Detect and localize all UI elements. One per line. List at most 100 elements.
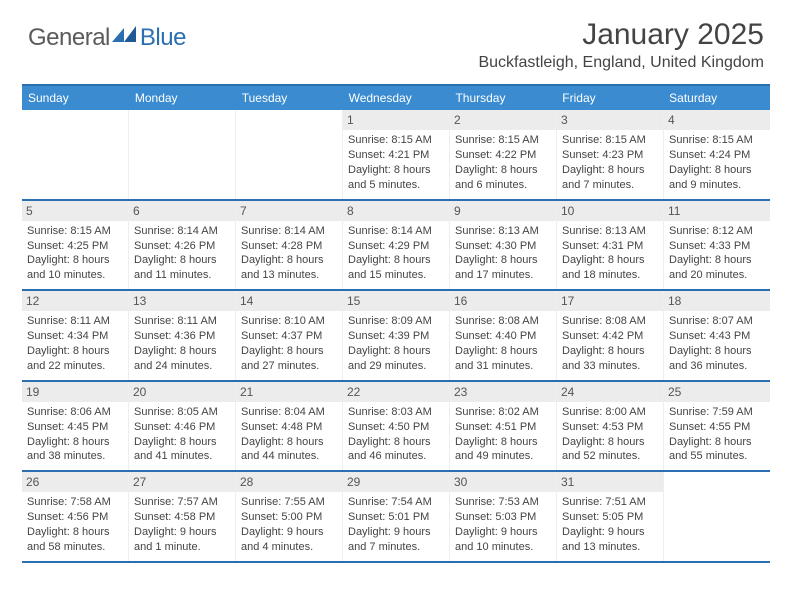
day-cell: 18Sunrise: 8:07 AMSunset: 4:43 PMDayligh… bbox=[664, 291, 770, 380]
week-row: 26Sunrise: 7:58 AMSunset: 4:56 PMDayligh… bbox=[22, 472, 770, 563]
day-cell: 5Sunrise: 8:15 AMSunset: 4:25 PMDaylight… bbox=[22, 201, 129, 290]
daylight-line: Daylight: 8 hours and 17 minutes. bbox=[455, 253, 551, 283]
day-cell: 23Sunrise: 8:02 AMSunset: 4:51 PMDayligh… bbox=[450, 382, 557, 471]
sunrise-line: Sunrise: 8:15 AM bbox=[562, 133, 658, 148]
day-number: 21 bbox=[236, 382, 342, 402]
brand-part2: Blue bbox=[140, 24, 186, 52]
day-cell: 22Sunrise: 8:03 AMSunset: 4:50 PMDayligh… bbox=[343, 382, 450, 471]
daylight-line: Daylight: 8 hours and 44 minutes. bbox=[241, 435, 337, 465]
sunrise-line: Sunrise: 7:58 AM bbox=[27, 495, 123, 510]
day-cell: 17Sunrise: 8:08 AMSunset: 4:42 PMDayligh… bbox=[557, 291, 664, 380]
day-cell: 12Sunrise: 8:11 AMSunset: 4:34 PMDayligh… bbox=[22, 291, 129, 380]
weekday-header: Saturday bbox=[663, 86, 770, 110]
daylight-line: Daylight: 8 hours and 13 minutes. bbox=[241, 253, 337, 283]
day-number: 13 bbox=[129, 291, 235, 311]
week-row: 19Sunrise: 8:06 AMSunset: 4:45 PMDayligh… bbox=[22, 382, 770, 473]
day-number: 2 bbox=[450, 110, 556, 130]
sunset-line: Sunset: 4:31 PM bbox=[562, 239, 658, 254]
daylight-line: Daylight: 8 hours and 46 minutes. bbox=[348, 435, 444, 465]
sunrise-line: Sunrise: 7:54 AM bbox=[348, 495, 444, 510]
sunset-line: Sunset: 4:46 PM bbox=[134, 420, 230, 435]
week-row: 12Sunrise: 8:11 AMSunset: 4:34 PMDayligh… bbox=[22, 291, 770, 382]
sunset-line: Sunset: 4:55 PM bbox=[669, 420, 765, 435]
location-subtitle: Buckfastleigh, England, United Kingdom bbox=[478, 54, 764, 72]
day-number: 10 bbox=[557, 201, 663, 221]
day-number: 26 bbox=[22, 472, 128, 492]
week-row: 5Sunrise: 8:15 AMSunset: 4:25 PMDaylight… bbox=[22, 201, 770, 292]
day-number: 24 bbox=[557, 382, 663, 402]
day-cell: 9Sunrise: 8:13 AMSunset: 4:30 PMDaylight… bbox=[450, 201, 557, 290]
header: General Blue January 2025 Buckfastleigh,… bbox=[0, 0, 792, 76]
sunrise-line: Sunrise: 8:02 AM bbox=[455, 405, 551, 420]
sunrise-line: Sunrise: 8:10 AM bbox=[241, 314, 337, 329]
day-cell: 26Sunrise: 7:58 AMSunset: 4:56 PMDayligh… bbox=[22, 472, 129, 561]
sunset-line: Sunset: 5:05 PM bbox=[562, 510, 658, 525]
day-cell: 14Sunrise: 8:10 AMSunset: 4:37 PMDayligh… bbox=[236, 291, 343, 380]
day-number: 8 bbox=[343, 201, 449, 221]
brand-part1: General bbox=[28, 24, 110, 52]
day-number: 25 bbox=[664, 382, 770, 402]
daylight-line: Daylight: 8 hours and 52 minutes. bbox=[562, 435, 658, 465]
day-cell: 20Sunrise: 8:05 AMSunset: 4:46 PMDayligh… bbox=[129, 382, 236, 471]
sunset-line: Sunset: 4:43 PM bbox=[669, 329, 765, 344]
weekday-header: Sunday bbox=[22, 86, 129, 110]
day-number: 19 bbox=[22, 382, 128, 402]
day-number: 23 bbox=[450, 382, 556, 402]
sunset-line: Sunset: 5:01 PM bbox=[348, 510, 444, 525]
daylight-line: Daylight: 9 hours and 13 minutes. bbox=[562, 525, 658, 555]
day-number: 11 bbox=[664, 201, 770, 221]
day-number: 31 bbox=[557, 472, 663, 492]
day-number: 28 bbox=[236, 472, 342, 492]
sunrise-line: Sunrise: 8:15 AM bbox=[669, 133, 765, 148]
weekday-header-row: SundayMondayTuesdayWednesdayThursdayFrid… bbox=[22, 86, 770, 110]
day-number: 1 bbox=[343, 110, 449, 130]
weekday-header: Friday bbox=[556, 86, 663, 110]
day-number: 18 bbox=[664, 291, 770, 311]
sunset-line: Sunset: 4:42 PM bbox=[562, 329, 658, 344]
sunrise-line: Sunrise: 8:11 AM bbox=[134, 314, 230, 329]
daylight-line: Daylight: 8 hours and 6 minutes. bbox=[455, 163, 551, 193]
daylight-line: Daylight: 8 hours and 33 minutes. bbox=[562, 344, 658, 374]
day-cell: 16Sunrise: 8:08 AMSunset: 4:40 PMDayligh… bbox=[450, 291, 557, 380]
sunset-line: Sunset: 4:33 PM bbox=[669, 239, 765, 254]
weeks-container: ...1Sunrise: 8:15 AMSunset: 4:21 PMDayli… bbox=[22, 110, 770, 563]
calendar-grid: SundayMondayTuesdayWednesdayThursdayFrid… bbox=[22, 84, 770, 563]
sunset-line: Sunset: 4:48 PM bbox=[241, 420, 337, 435]
sunset-line: Sunset: 4:45 PM bbox=[27, 420, 123, 435]
daylight-line: Daylight: 8 hours and 49 minutes. bbox=[455, 435, 551, 465]
sunset-line: Sunset: 4:30 PM bbox=[455, 239, 551, 254]
day-cell: 31 Sunrise: 7:51 AMSunset: 5:05 PMDayligh… bbox=[557, 472, 664, 561]
daylight-line: Daylight: 8 hours and 7 minutes. bbox=[562, 163, 658, 193]
day-number: 15 bbox=[343, 291, 449, 311]
day-cell: 28Sunrise: 7:55 AMSunset: 5:00 PMDayligh… bbox=[236, 472, 343, 561]
day-cell: 7Sunrise: 8:14 AMSunset: 4:28 PMDaylight… bbox=[236, 201, 343, 290]
day-cell: 2Sunrise: 8:15 AMSunset: 4:22 PMDaylight… bbox=[450, 110, 557, 199]
title-block: January 2025 Buckfastleigh, England, Uni… bbox=[478, 18, 764, 72]
sunrise-line: Sunrise: 7:51 AM bbox=[562, 495, 658, 510]
sunrise-line: Sunrise: 8:09 AM bbox=[348, 314, 444, 329]
sunset-line: Sunset: 5:03 PM bbox=[455, 510, 551, 525]
day-number: 7 bbox=[236, 201, 342, 221]
sunset-line: Sunset: 4:23 PM bbox=[562, 148, 658, 163]
page-title: January 2025 bbox=[478, 18, 764, 52]
day-number: 9 bbox=[450, 201, 556, 221]
sunrise-line: Sunrise: 8:08 AM bbox=[455, 314, 551, 329]
day-cell: 27Sunrise: 7:57 AMSunset: 4:58 PMDayligh… bbox=[129, 472, 236, 561]
daylight-line: Daylight: 8 hours and 55 minutes. bbox=[669, 435, 765, 465]
daylight-line: Daylight: 8 hours and 10 minutes. bbox=[27, 253, 123, 283]
day-number: 16 bbox=[450, 291, 556, 311]
flag-icon bbox=[110, 24, 138, 44]
day-cell: 29Sunrise: 7:54 AMSunset: 5:01 PMDayligh… bbox=[343, 472, 450, 561]
daylight-line: Daylight: 8 hours and 22 minutes. bbox=[27, 344, 123, 374]
sunrise-line: Sunrise: 8:04 AM bbox=[241, 405, 337, 420]
sunrise-line: Sunrise: 8:07 AM bbox=[669, 314, 765, 329]
day-number: 30 bbox=[450, 472, 556, 492]
sunset-line: Sunset: 4:26 PM bbox=[134, 239, 230, 254]
day-cell: . bbox=[22, 110, 129, 199]
brand-logo: General Blue bbox=[28, 18, 186, 52]
weekday-header: Thursday bbox=[449, 86, 556, 110]
sunrise-line: Sunrise: 8:14 AM bbox=[134, 224, 230, 239]
daylight-line: Daylight: 9 hours and 10 minutes. bbox=[455, 525, 551, 555]
daylight-line: Daylight: 8 hours and 20 minutes. bbox=[669, 253, 765, 283]
daylight-line: Daylight: 8 hours and 18 minutes. bbox=[562, 253, 658, 283]
